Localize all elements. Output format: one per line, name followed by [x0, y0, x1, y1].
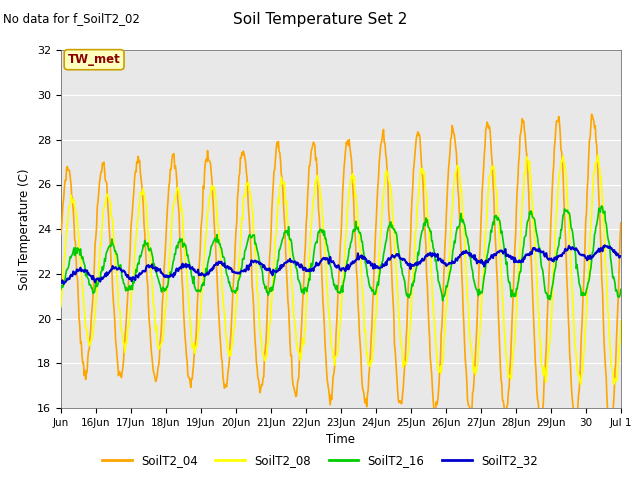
Legend: SoilT2_04, SoilT2_08, SoilT2_16, SoilT2_32: SoilT2_04, SoilT2_08, SoilT2_16, SoilT2_… — [97, 449, 543, 472]
Y-axis label: Soil Temperature (C): Soil Temperature (C) — [19, 168, 31, 290]
Text: TW_met: TW_met — [68, 53, 120, 66]
Text: No data for f_SoilT2_02: No data for f_SoilT2_02 — [3, 12, 140, 25]
X-axis label: Time: Time — [326, 433, 355, 446]
Text: Soil Temperature Set 2: Soil Temperature Set 2 — [233, 12, 407, 27]
